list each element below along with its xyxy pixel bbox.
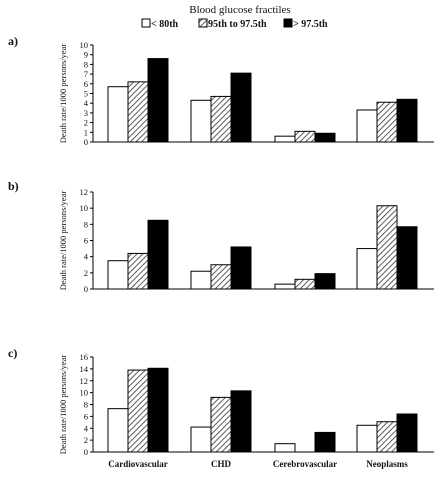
legend-label-below-80: < 80th	[151, 19, 179, 30]
bar-95-97-0	[127, 369, 149, 453]
bar-above-97-3	[396, 413, 418, 453]
panel-2: c) Death rate/1000 persons/year 0 2 4 68 10 12 1…	[8, 346, 434, 469]
bar-above-97-1	[230, 390, 252, 453]
y-tick-label: 8	[84, 219, 88, 229]
panel-label: a)	[8, 34, 18, 48]
y-tick-label: 4	[84, 423, 89, 433]
y-tick-label: 0	[84, 137, 88, 147]
bar-below-80-3	[356, 424, 378, 453]
y-tick-label: 3	[84, 108, 88, 118]
y-tick-label: 14	[80, 364, 89, 374]
y-tick-label: 6	[84, 79, 88, 89]
y-tick-label: 7	[84, 69, 88, 79]
bar-below-80-3	[356, 109, 378, 143]
bar-95-97-3	[376, 421, 398, 453]
y-tick-label: 10	[80, 203, 89, 213]
panel-0: a) Death rate/1000 persons/year 0123456789…	[8, 34, 434, 147]
legend-title: Blood glucose fractiles	[189, 4, 290, 16]
y-tick-label: 12	[80, 187, 89, 197]
y-tick-label: 12	[80, 376, 89, 386]
bar-95-97-0	[127, 252, 149, 290]
legend-swatch-95-97	[198, 18, 208, 28]
y-tick-label: 2	[84, 118, 88, 128]
bar-above-97-3	[396, 98, 418, 143]
y-tick-label: 8	[84, 400, 88, 410]
y-tick-label: 16	[80, 352, 89, 362]
y-tick-label: 4	[84, 98, 89, 108]
bar-above-97-3	[396, 226, 418, 290]
bar-below-80-0	[107, 408, 129, 453]
bar-above-97-1	[230, 72, 252, 143]
bar-95-97-2	[294, 130, 316, 143]
y-tick-label: 1	[84, 127, 88, 137]
x-tick-label: Neoplasms	[366, 459, 408, 469]
bar-above-97-2	[314, 431, 336, 453]
y-tick-label: 10	[80, 388, 89, 398]
bar-below-80-3	[356, 248, 378, 290]
y-tick-label: 4	[84, 252, 89, 262]
y-tick-label: 6	[84, 236, 88, 246]
legend: < 80th 95th to 97.5th > 97.5th	[141, 18, 328, 30]
bar-below-80-2	[274, 443, 296, 453]
x-tick-label: CHD	[211, 459, 232, 469]
bar-below-80-2	[274, 283, 296, 290]
y-tick-label: 10	[80, 40, 89, 50]
y-tick-label: 6	[84, 411, 88, 421]
bar-95-97-2	[294, 278, 316, 290]
bar-95-97-1	[210, 264, 232, 290]
bar-95-97-1	[210, 95, 232, 143]
y-tick-label: 5	[84, 89, 88, 99]
y-axis-label: Death rate/1000 persons/year	[58, 355, 68, 455]
y-tick-label: 2	[84, 435, 88, 445]
bar-95-97-0	[127, 81, 149, 143]
bar-below-80-1	[190, 426, 212, 453]
bar-above-97-2	[314, 132, 336, 143]
bar-below-80-0	[107, 260, 129, 290]
bar-95-97-3	[376, 101, 398, 143]
x-tick-label: Cerebrovascular	[273, 459, 337, 469]
legend-label-95-97: 95th to 97.5th	[208, 19, 267, 30]
panel-label: b)	[8, 179, 19, 193]
bar-below-80-1	[190, 270, 212, 290]
x-tick-label: Cardiovascular	[108, 459, 168, 469]
y-tick-label: 8	[84, 59, 88, 69]
bar-95-97-3	[376, 205, 398, 290]
bar-above-97-0	[147, 58, 169, 143]
y-tick-label: 0	[84, 284, 88, 294]
y-tick-label: 9	[84, 50, 88, 60]
y-axis-label: Death rate/1000 persons/year	[58, 191, 68, 291]
bar-below-80-2	[274, 135, 296, 143]
y-axis-label: Death rate/1000 persons/year	[58, 44, 68, 144]
panels: a)Death rate/1000 persons/year 0123456789…	[8, 34, 434, 469]
legend-label-above-97: > 97.5th	[293, 19, 328, 30]
panel-label: c)	[8, 346, 17, 360]
bar-above-97-2	[314, 273, 336, 290]
y-tick-label: 2	[84, 268, 88, 278]
legend-swatch-below-80	[141, 18, 151, 28]
bar-above-97-1	[230, 246, 252, 290]
bar-below-80-0	[107, 86, 129, 143]
y-tick-label: 0	[84, 447, 88, 457]
bar-below-80-1	[190, 99, 212, 143]
bar-95-97-1	[210, 396, 232, 453]
bar-above-97-0	[147, 219, 169, 290]
legend-swatch-above-97	[283, 18, 293, 28]
bar-above-97-0	[147, 367, 169, 453]
panel-1: b) Death rate/1000 persons/year 0 2 4 6 8 10 12	[8, 179, 434, 294]
